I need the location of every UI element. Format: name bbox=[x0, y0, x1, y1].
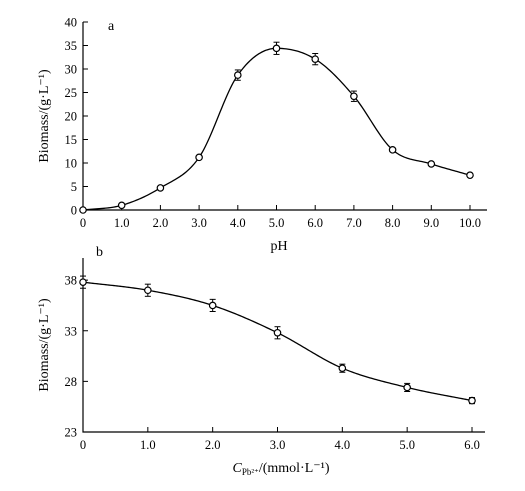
panel-b-x-axis-title-main: C bbox=[233, 461, 243, 476]
panel-a-data-point bbox=[79, 206, 87, 214]
panel-a-ticks: 0 1.0 2.0 3.0 4.0 5.0 6.0 7.0 8.0 9.0 10.0 0 5 10 15 20… bbox=[65, 16, 481, 231]
panel-a-data-point bbox=[117, 201, 126, 210]
panel-b-letter: b bbox=[96, 245, 103, 260]
panel-b-x-axis-title-rest: /(mmol·L⁻¹) bbox=[259, 461, 330, 476]
panel-b: b CPb²⁺/(mmol·L⁻¹) Biomass/(g·L⁻¹) 0 1.0 2… bbox=[37, 245, 485, 477]
panel-a-letter: a bbox=[108, 19, 115, 34]
panel-a-x-tick-label: 10.0 bbox=[459, 216, 481, 230]
panel-a-x-tick-label: 5.0 bbox=[269, 216, 285, 230]
panel-b-axis-frame bbox=[82, 258, 485, 433]
panel-b-y-tick-label: 23 bbox=[65, 426, 78, 440]
panel-a-x-tick-label: 0 bbox=[80, 216, 86, 230]
panel-a-x-tick-label: 8.0 bbox=[385, 216, 401, 230]
panel-b-x-tick-label: 5.0 bbox=[399, 438, 415, 452]
panel-a-y-tick-label: 35 bbox=[65, 39, 78, 53]
panel-a-x-tick-label: 1.0 bbox=[114, 216, 130, 230]
panel-a-y-tick-label: 15 bbox=[65, 133, 78, 147]
panel-b-data-point bbox=[338, 364, 347, 373]
panel-a-series-line bbox=[82, 47, 471, 211]
panel-b-data-point bbox=[144, 286, 152, 295]
panel-a-x-tick-label: 6.0 bbox=[307, 216, 323, 230]
panel-b-data-point bbox=[208, 301, 217, 310]
panel-b-data-point bbox=[403, 383, 411, 392]
panel-a-y-tick-label: 0 bbox=[71, 204, 77, 218]
panel-b-y-tick-label: 28 bbox=[65, 375, 78, 389]
panel-b-ticks: 0 1.0 2.0 3.0 4.0 5.0 6.0 23 28 33 38 bbox=[65, 274, 480, 452]
panel-a-x-axis-title: pH bbox=[270, 239, 287, 254]
panel-a-x-tick-label: 7.0 bbox=[346, 216, 362, 230]
panel-a-x-tick-label: 2.0 bbox=[153, 216, 169, 230]
panel-b-x-tick-label: 3.0 bbox=[270, 438, 286, 452]
panel-a-y-axis-title: Biomass/(g·L⁻¹) bbox=[37, 69, 52, 163]
panel-a-data-point bbox=[388, 146, 397, 154]
panel-a-data-point bbox=[156, 184, 165, 192]
panel-b-y-tick-label: 38 bbox=[65, 274, 78, 288]
panel-a-axis-frame bbox=[82, 22, 487, 211]
panel-b-x-tick-label: 1.0 bbox=[140, 438, 156, 452]
panel-a-points-layer bbox=[79, 41, 474, 214]
panel-b-x-tick-label: 6.0 bbox=[464, 438, 480, 452]
panel-b-x-tick-label: 2.0 bbox=[205, 438, 221, 452]
panel-b-y-axis-title: Biomass/(g·L⁻¹) bbox=[37, 298, 52, 392]
panel-a-data-point bbox=[272, 44, 281, 53]
panel-b-data-point bbox=[273, 328, 282, 337]
panel-a-y-tick-label: 20 bbox=[65, 110, 78, 124]
panel-a-data-point bbox=[311, 55, 320, 63]
panel-b-x-tick-label: 0 bbox=[80, 438, 86, 452]
panel-b-x-axis-title: CPb²⁺/(mmol·L⁻¹) bbox=[233, 461, 330, 477]
panel-a-x-tick-label: 3.0 bbox=[191, 216, 207, 230]
panel-b-data-point bbox=[79, 278, 87, 286]
panel-a-data-point bbox=[195, 153, 203, 162]
panel-a-data-point bbox=[350, 92, 358, 101]
panel-a-data-point bbox=[427, 160, 436, 168]
panel-a-data-point bbox=[234, 71, 242, 79]
panel-a-curve-layer bbox=[82, 47, 471, 211]
panel-b-y-tick-label: 33 bbox=[65, 324, 78, 338]
panel-a-data-point bbox=[466, 171, 474, 180]
panel-a-y-tick-label: 25 bbox=[65, 86, 78, 100]
panel-a: a pH Biomass/(g·L⁻¹) 0 1.0 2.0 3.0 4.0 5.0 6.0… bbox=[37, 16, 487, 254]
panel-a-y-tick-label: 10 bbox=[65, 157, 78, 171]
panel-a-y-tick-label: 30 bbox=[65, 63, 78, 77]
panel-b-points-layer bbox=[79, 275, 476, 405]
panel-b-x-axis-title-sub: Pb²⁺ bbox=[242, 467, 259, 477]
panel-a-x-tick-label: 9.0 bbox=[423, 216, 439, 230]
panel-a-y-tick-label: 40 bbox=[65, 16, 78, 30]
panel-b-curve-layer bbox=[82, 281, 473, 402]
panel-b-x-tick-label: 4.0 bbox=[335, 438, 351, 452]
panel-b-series-line bbox=[82, 281, 473, 402]
panel-a-y-tick-label: 5 bbox=[71, 180, 77, 194]
panel-b-data-point bbox=[468, 396, 476, 405]
panel-a-x-tick-label: 4.0 bbox=[230, 216, 246, 230]
